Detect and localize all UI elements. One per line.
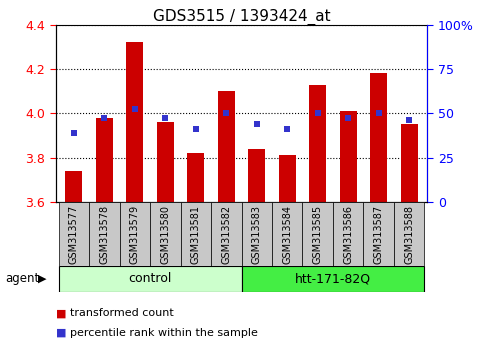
Text: htt-171-82Q: htt-171-82Q bbox=[295, 272, 371, 285]
Bar bbox=[302, 202, 333, 266]
Bar bbox=[157, 122, 174, 202]
Bar bbox=[279, 155, 296, 202]
Text: GSM313577: GSM313577 bbox=[69, 205, 79, 264]
Point bbox=[284, 126, 291, 132]
Bar bbox=[242, 266, 425, 292]
Bar bbox=[181, 202, 211, 266]
Text: ■: ■ bbox=[56, 308, 66, 318]
Text: GSM313587: GSM313587 bbox=[374, 205, 384, 264]
Text: GDS3515 / 1393424_at: GDS3515 / 1393424_at bbox=[153, 9, 330, 25]
Bar bbox=[370, 74, 387, 202]
Bar bbox=[120, 202, 150, 266]
Bar bbox=[89, 202, 120, 266]
Bar bbox=[127, 42, 143, 202]
Point bbox=[70, 130, 78, 136]
Bar bbox=[340, 111, 356, 202]
Text: control: control bbox=[128, 272, 172, 285]
Text: GSM313578: GSM313578 bbox=[99, 205, 109, 264]
Point bbox=[253, 121, 261, 127]
Point bbox=[100, 115, 108, 120]
Bar bbox=[401, 124, 417, 202]
Bar bbox=[272, 202, 302, 266]
Point bbox=[192, 126, 199, 132]
Text: agent: agent bbox=[5, 272, 39, 285]
Text: GSM313583: GSM313583 bbox=[252, 205, 262, 264]
Text: percentile rank within the sample: percentile rank within the sample bbox=[70, 328, 258, 338]
Bar bbox=[96, 118, 113, 202]
Text: GSM313582: GSM313582 bbox=[221, 205, 231, 264]
Point bbox=[344, 115, 352, 120]
Text: GSM313580: GSM313580 bbox=[160, 205, 170, 264]
Text: ■: ■ bbox=[56, 328, 66, 338]
Bar bbox=[211, 202, 242, 266]
Text: GSM313579: GSM313579 bbox=[130, 205, 140, 264]
Point bbox=[161, 115, 169, 120]
Bar bbox=[58, 202, 89, 266]
Text: GSM313585: GSM313585 bbox=[313, 205, 323, 264]
Text: GSM313588: GSM313588 bbox=[404, 205, 414, 264]
Bar bbox=[248, 149, 265, 202]
Bar bbox=[187, 153, 204, 202]
Bar bbox=[394, 202, 425, 266]
Bar bbox=[150, 202, 181, 266]
Text: GSM313584: GSM313584 bbox=[282, 205, 292, 264]
Text: GSM313586: GSM313586 bbox=[343, 205, 353, 264]
Point bbox=[405, 117, 413, 123]
Point bbox=[375, 110, 383, 116]
Bar bbox=[309, 85, 326, 202]
Bar bbox=[333, 202, 363, 266]
Bar bbox=[66, 171, 82, 202]
Text: GSM313581: GSM313581 bbox=[191, 205, 201, 264]
Point bbox=[131, 106, 139, 112]
Point bbox=[222, 110, 230, 116]
Text: transformed count: transformed count bbox=[70, 308, 174, 318]
Bar bbox=[218, 91, 235, 202]
Bar bbox=[58, 266, 242, 292]
Bar bbox=[242, 202, 272, 266]
Point bbox=[314, 110, 322, 116]
Text: ▶: ▶ bbox=[38, 274, 46, 284]
Bar bbox=[363, 202, 394, 266]
